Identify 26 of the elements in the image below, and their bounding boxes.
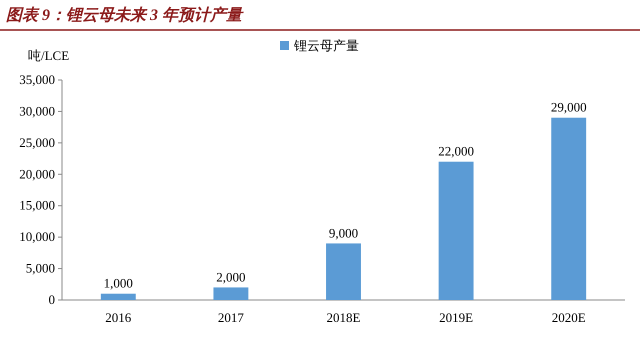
- bar: [551, 118, 586, 300]
- chart-title: 图表 9：锂云母未来 3 年预计产量: [6, 6, 244, 24]
- x-tick-label: 2019E: [439, 310, 474, 325]
- text: 2,000: [216, 269, 246, 284]
- y-tick-label: 25,000: [19, 134, 55, 150]
- y-tick-label: 0: [48, 292, 55, 307]
- y-tick-label: 10,000: [19, 229, 55, 244]
- text: 1,000: [104, 276, 133, 291]
- x-tick-label: 2018E: [326, 310, 361, 325]
- y-tick-label: 35,000: [19, 72, 55, 87]
- x-tick-label: 2016: [105, 310, 132, 325]
- y-axis-title: 吨/LCE: [28, 48, 70, 63]
- bar: [213, 287, 248, 300]
- legend-label: 锂云母产量: [293, 38, 359, 53]
- y-tick-label: 15,000: [19, 198, 55, 213]
- y-tick-label: 30,000: [19, 103, 55, 118]
- y-tick-label: 5,000: [26, 260, 55, 276]
- x-tick-label: 2017: [218, 310, 244, 325]
- bar: [326, 243, 361, 300]
- text: 22,000: [438, 144, 474, 159]
- bar: [438, 162, 474, 300]
- x-tick-label: 2020E: [552, 310, 586, 325]
- text: 9,000: [328, 225, 358, 240]
- bar: [100, 294, 136, 300]
- text: 29,000: [550, 100, 587, 115]
- y-tick-label: 20,000: [19, 166, 55, 182]
